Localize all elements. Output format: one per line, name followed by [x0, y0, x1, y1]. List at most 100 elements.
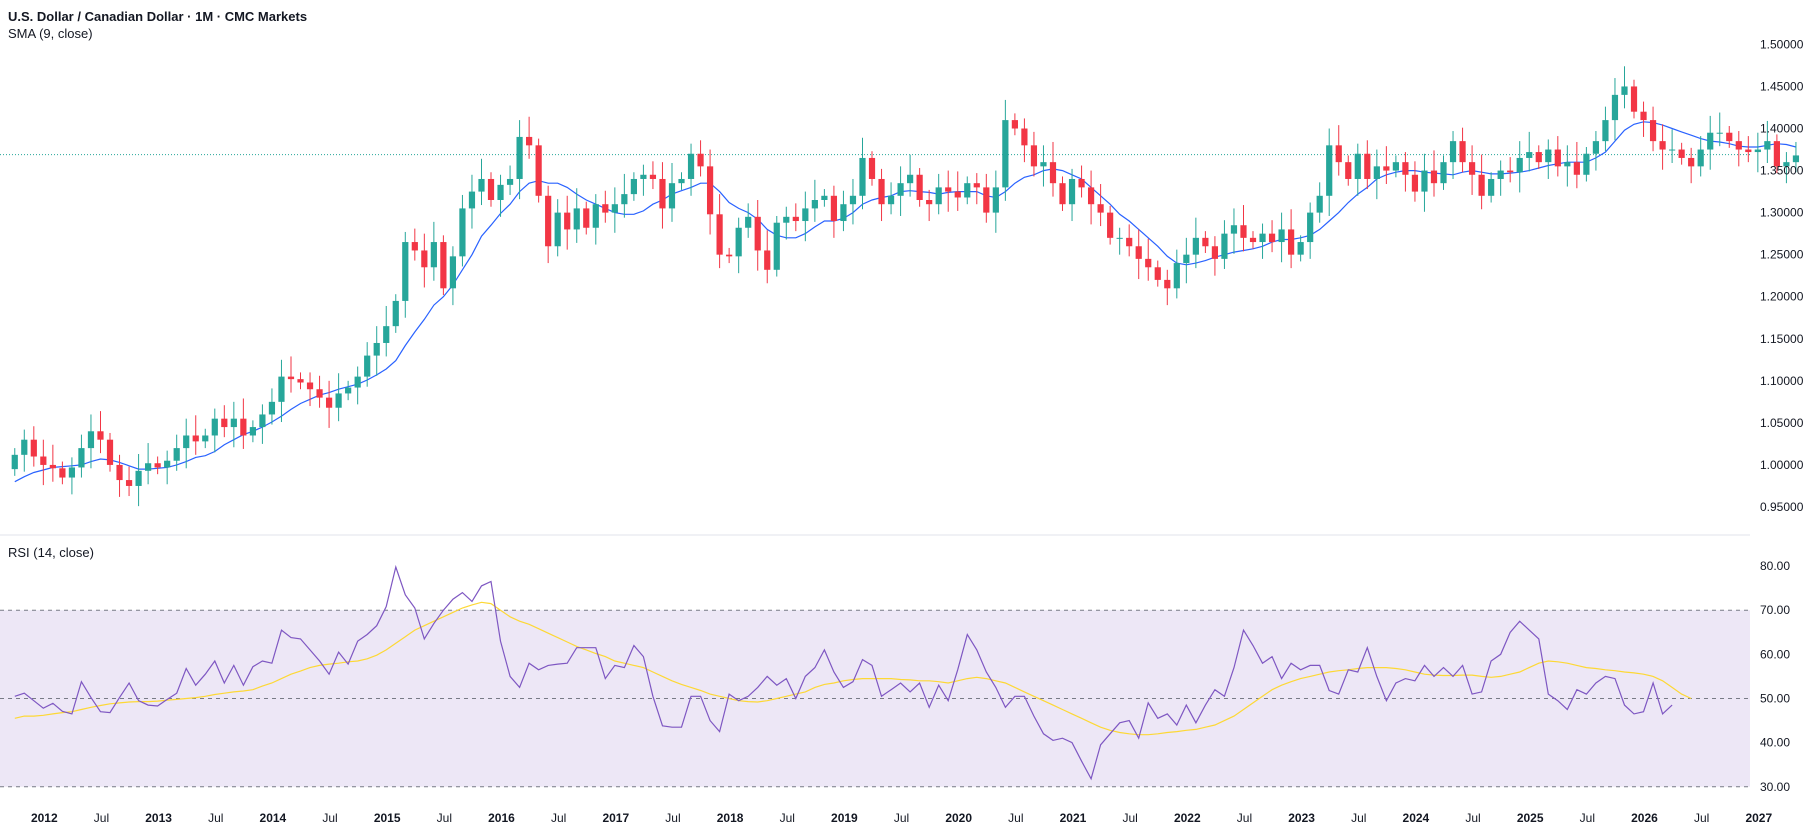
candle-body	[1021, 128, 1028, 146]
sma-legend[interactable]: SMA (9, close)	[8, 26, 93, 41]
time-tick-label: 2026	[1631, 811, 1658, 825]
candle-body	[202, 435, 209, 442]
candle-body	[1278, 229, 1285, 243]
candle-body	[1335, 145, 1342, 163]
time-tick-label: Jul	[437, 811, 452, 825]
candle-body	[306, 382, 314, 390]
candle-body	[773, 222, 780, 270]
candle-body	[621, 194, 628, 205]
rsi-axis[interactable]: 80.00 70.00 60.00 50.00 40.00 30.00	[1760, 559, 1790, 794]
price-tick-label: 1.40000	[1760, 122, 1804, 136]
candle-body	[183, 435, 190, 449]
candle-body	[1230, 225, 1238, 234]
candle-body	[316, 389, 323, 398]
candle-body	[678, 178, 685, 184]
candle-body	[649, 174, 657, 179]
candle-body	[192, 435, 199, 442]
price-tick-label: 1.10000	[1760, 374, 1804, 388]
candle-body	[935, 187, 942, 205]
candle-body	[1116, 237, 1123, 239]
candle-body	[1164, 279, 1171, 289]
candle-body	[1545, 149, 1552, 163]
candle-body	[40, 456, 47, 465]
candle-body	[1049, 162, 1057, 184]
candle-body	[1307, 212, 1314, 243]
candle-body	[1183, 254, 1190, 264]
rsi-lines	[14, 564, 1692, 781]
candle-body	[1478, 174, 1485, 196]
candle-body	[1716, 132, 1723, 134]
rsi-legend[interactable]: RSI (14, close)	[8, 545, 94, 560]
candle-body	[1630, 86, 1638, 112]
candle-body	[506, 178, 514, 185]
candle-body	[783, 216, 790, 223]
candle-body	[1497, 170, 1504, 179]
sma-line-layer	[14, 121, 1797, 483]
candle-body	[1592, 141, 1600, 154]
candle-body	[1345, 162, 1352, 179]
candle-body	[602, 204, 609, 213]
candle-body	[411, 242, 418, 251]
candle-body	[1621, 86, 1628, 95]
chart-title: U.S. Dollar / Canadian Dollar · 1M · CMC…	[8, 9, 307, 24]
candle-body	[687, 153, 695, 179]
rsi-tick-label: 80.00	[1760, 559, 1790, 573]
time-tick-label: 2014	[260, 811, 287, 825]
candle-body	[1316, 195, 1323, 213]
candle-body	[1354, 153, 1361, 179]
candle-body	[1735, 141, 1742, 150]
candle-body	[87, 431, 95, 449]
candle-body	[392, 300, 399, 327]
candle-body	[1649, 120, 1657, 142]
time-tick-label: 2023	[1288, 811, 1315, 825]
candle-body	[1468, 162, 1476, 175]
candle-body	[640, 174, 647, 179]
candle-body	[611, 204, 618, 213]
candle-body	[1326, 145, 1333, 196]
candle-body	[887, 195, 895, 205]
rsi-pane[interactable]	[0, 564, 1750, 788]
price-tick-label: 1.35000	[1760, 164, 1804, 178]
candle-body	[173, 448, 180, 461]
candle-body	[1087, 187, 1095, 205]
candles-layer	[11, 66, 1800, 507]
candle-body	[859, 157, 866, 196]
candle-body	[745, 216, 752, 228]
time-tick-label: Jul	[1237, 811, 1252, 825]
candle-body	[440, 242, 447, 289]
candle-body	[821, 195, 828, 200]
candle-body	[1449, 141, 1457, 163]
rsi-tick-label: 70.00	[1760, 603, 1790, 617]
candle-body	[1602, 120, 1609, 142]
price-pane[interactable]	[0, 66, 1800, 507]
candle-body	[992, 187, 999, 213]
candle-body	[964, 183, 971, 198]
candle-body	[1040, 162, 1047, 167]
rsi-line	[14, 564, 1673, 781]
price-axis[interactable]: 1.50000 1.45000 1.40000 1.35000 1.30000 1.250…	[1760, 37, 1804, 514]
time-tick-label: 2021	[1060, 811, 1087, 825]
candle-body	[830, 195, 838, 222]
price-tick-label: 1.00000	[1760, 458, 1804, 472]
candle-body	[240, 418, 247, 436]
candle-body	[1726, 132, 1733, 142]
candle-body	[1507, 170, 1514, 173]
candle-body	[1697, 149, 1704, 167]
candle-body	[402, 242, 409, 301]
price-tick-label: 1.30000	[1760, 206, 1804, 220]
time-axis[interactable]: 2012 Jul 2013 Jul 2014 Jul 2015 Jul 2016 Jul 2017 J…	[31, 811, 1773, 825]
candle-body	[545, 195, 552, 247]
candle-body	[564, 212, 571, 230]
candle-body	[1211, 246, 1219, 259]
candle-body	[1068, 178, 1076, 205]
candle-body	[1688, 157, 1695, 167]
candle-body	[592, 204, 599, 228]
candle-body	[1430, 170, 1438, 184]
rsi-bands	[0, 609, 1750, 788]
candle-body	[211, 418, 218, 436]
candle-body	[1516, 157, 1523, 173]
price-tick-label: 1.25000	[1760, 248, 1804, 262]
time-tick-label: Jul	[1122, 811, 1137, 825]
time-tick-label: 2027	[1745, 811, 1772, 825]
